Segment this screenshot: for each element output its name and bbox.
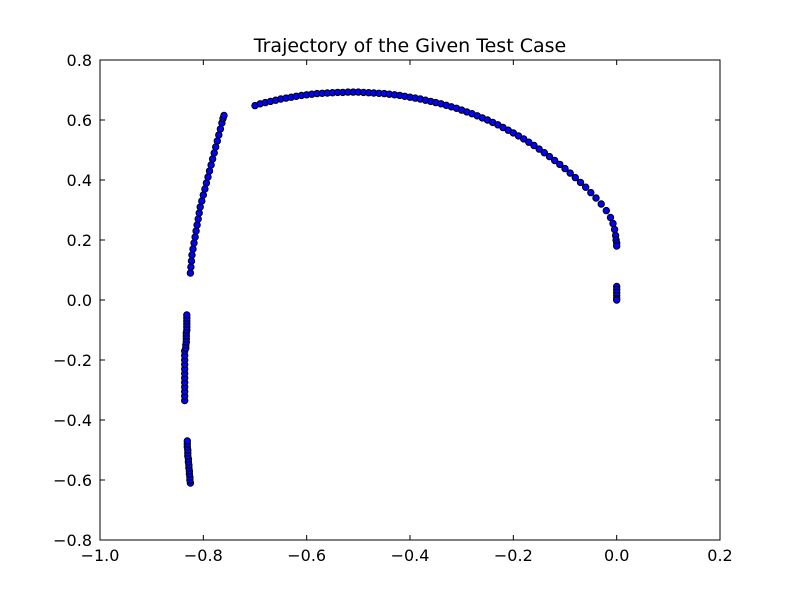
- data-point: [183, 311, 191, 319]
- data-point: [205, 167, 214, 175]
- data-point: [540, 149, 548, 157]
- data-point: [556, 160, 564, 169]
- y-tick-label: −0.8: [53, 531, 92, 550]
- data-point: [201, 185, 209, 193]
- y-tick-label: −0.2: [53, 351, 92, 370]
- data-point: [216, 125, 225, 133]
- data-point: [208, 155, 217, 163]
- data-point: [186, 269, 195, 277]
- data-point: [188, 251, 196, 259]
- data-point: [535, 145, 543, 153]
- data-point: [592, 194, 600, 202]
- y-tick-label: −0.4: [53, 411, 92, 430]
- data-point: [193, 221, 201, 229]
- data-point: [520, 135, 528, 143]
- data-point: [609, 219, 617, 228]
- y-tick-label: −0.6: [53, 471, 92, 490]
- x-tick-label: 0.0: [604, 546, 629, 565]
- data-point: [613, 296, 621, 304]
- data-point: [204, 173, 212, 181]
- data-point: [613, 242, 621, 250]
- y-tick-label: 0.4: [67, 171, 92, 190]
- x-tick-label: −0.2: [494, 546, 533, 565]
- data-point: [597, 200, 605, 208]
- points-layer: [181, 88, 621, 487]
- data-point: [566, 169, 574, 177]
- y-tick-label: 0.2: [67, 231, 92, 250]
- data-point: [215, 131, 223, 139]
- data-point: [207, 161, 215, 169]
- data-point: [525, 138, 533, 146]
- y-tick-label: 0.8: [67, 51, 92, 70]
- data-point: [183, 437, 192, 445]
- data-point: [194, 215, 202, 223]
- data-point: [190, 239, 198, 247]
- data-point: [571, 173, 579, 182]
- data-point: [199, 191, 208, 199]
- data-point: [189, 245, 197, 253]
- data-point: [587, 188, 595, 197]
- x-tick-label: −0.6: [287, 546, 326, 565]
- data-point: [187, 257, 196, 265]
- chart-title: Trajectory of the Given Test Case: [253, 35, 566, 57]
- y-tick-label: 0.6: [67, 111, 92, 130]
- ticks-layer: −1.0 −0.8 −0.6 −0.4 −0.2 0.0 0.2−0.8−0.6−0.4−0…: [53, 51, 733, 565]
- x-tick-label: 0.2: [707, 546, 732, 565]
- data-point: [213, 137, 222, 145]
- data-point: [210, 149, 218, 157]
- data-point: [551, 156, 559, 165]
- data-point: [530, 141, 538, 150]
- data-point: [610, 225, 619, 234]
- x-tick-label: −1.0: [81, 546, 120, 565]
- data-point: [195, 209, 203, 217]
- data-point: [545, 152, 554, 161]
- data-point: [602, 206, 610, 215]
- data-point: [212, 143, 220, 151]
- x-tick-label: −0.8: [184, 546, 223, 565]
- data-point: [561, 164, 569, 173]
- data-point: [202, 179, 211, 187]
- data-point: [576, 178, 585, 187]
- data-point: [192, 227, 200, 235]
- data-point: [187, 263, 195, 271]
- data-point: [196, 203, 204, 211]
- data-point: [582, 183, 590, 191]
- data-point: [198, 197, 206, 205]
- data-point: [220, 111, 228, 120]
- y-tick-label: 0.0: [67, 291, 92, 310]
- x-tick-label: −0.4: [391, 546, 430, 565]
- data-point: [606, 213, 615, 222]
- data-point: [191, 233, 199, 241]
